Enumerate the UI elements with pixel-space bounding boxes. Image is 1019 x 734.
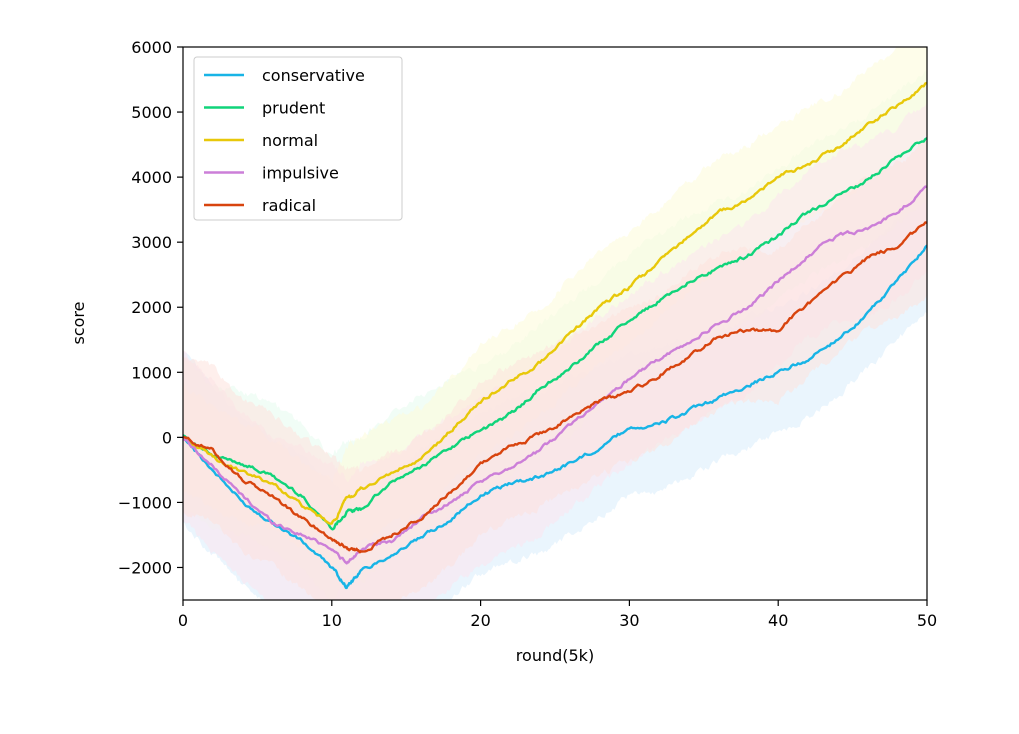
y-tick-label: 1000 (131, 363, 172, 382)
band-normal (183, 47, 927, 569)
x-tick-label: 50 (917, 611, 937, 630)
y-tick-label: 5000 (131, 103, 172, 122)
y-tick-label: −1000 (118, 493, 172, 512)
line-prudent (183, 137, 927, 531)
y-tick-label: 3000 (131, 233, 172, 252)
y-tick-label: 6000 (131, 38, 172, 57)
y-tick-label: −2000 (118, 558, 172, 577)
y-tick-label: 0 (162, 428, 172, 447)
x-axis-label: round(5k) (516, 646, 594, 665)
legend-label-prudent: prudent (262, 99, 325, 118)
legend-label-impulsive: impulsive (262, 164, 339, 183)
plot-frame (182, 46, 928, 601)
series-lines (183, 81, 927, 590)
line-normal (183, 81, 927, 525)
x-axis-ticks: 0 10 20 30 40 50 (178, 600, 937, 630)
legend-label-normal: normal (262, 131, 318, 150)
legend-label-radical: radical (262, 196, 316, 215)
x-tick-label: 40 (768, 611, 788, 630)
line-impulsive (183, 185, 927, 565)
y-axis-ticks: −2000 −1000 0 1000 2000 3000 4000 5000 6000 (118, 38, 183, 577)
x-tick-label: 10 (322, 611, 342, 630)
legend: conservative prudent normal impulsive radica… (193, 56, 403, 221)
line-conservative (183, 244, 927, 590)
x-tick-label: 0 (178, 611, 188, 630)
y-axis-label: score (69, 302, 88, 345)
y-tick-label: 2000 (131, 298, 172, 317)
legend-label-conservative: conservative (262, 66, 365, 85)
y-tick-label: 4000 (131, 168, 172, 187)
x-tick-label: 20 (470, 611, 490, 630)
x-tick-label: 30 (619, 611, 639, 630)
legend-box (193, 56, 403, 221)
line-radical (183, 221, 927, 554)
